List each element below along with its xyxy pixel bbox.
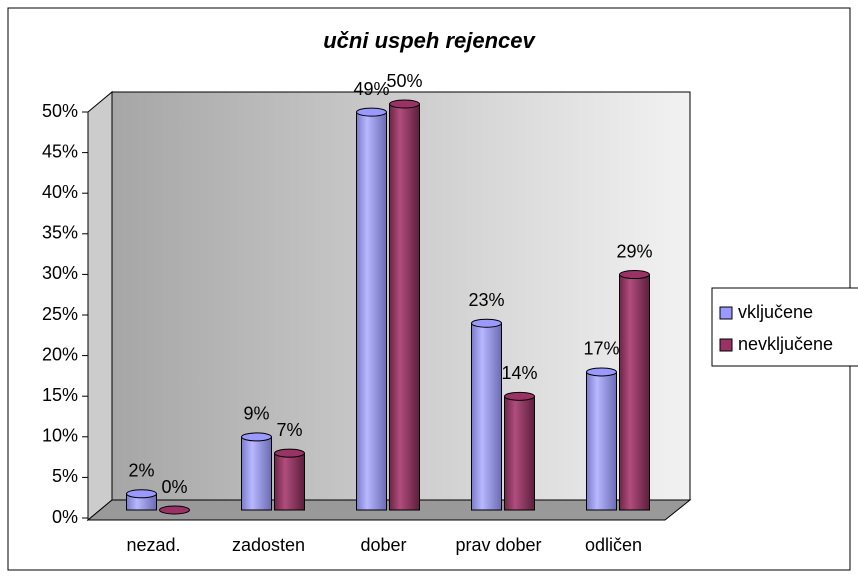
- value-label: 49%: [353, 79, 389, 99]
- value-label: 7%: [276, 420, 302, 440]
- y-tick-label: 50%: [42, 101, 78, 121]
- legend-swatch: [719, 338, 733, 352]
- value-label: 9%: [243, 404, 269, 424]
- bar: [356, 111, 387, 511]
- bar: [471, 322, 502, 511]
- side-wall: [87, 90, 113, 522]
- value-label: 14%: [501, 363, 537, 383]
- y-tick-label: 5%: [52, 466, 78, 486]
- legend-label: nevključene: [738, 334, 833, 354]
- y-tick-label: 30%: [42, 263, 78, 283]
- bar-top: [241, 432, 272, 442]
- y-tick-label: 0%: [52, 507, 78, 527]
- value-label: 0%: [161, 477, 187, 497]
- y-tick-label: 40%: [42, 182, 78, 202]
- legend-label: vključene: [738, 302, 813, 322]
- bar: [504, 395, 535, 511]
- bar: [241, 436, 272, 511]
- bar: [274, 452, 305, 511]
- value-label: 29%: [616, 241, 652, 261]
- x-tick-label: prav dober: [455, 535, 541, 555]
- bar: [389, 103, 420, 511]
- y-tick-label: 15%: [42, 385, 78, 405]
- legend-box: [711, 287, 858, 367]
- bar-top: [389, 99, 420, 109]
- x-tick-label: dober: [360, 535, 406, 555]
- value-label: 23%: [468, 290, 504, 310]
- y-tick-label: 25%: [42, 304, 78, 324]
- x-tick-label: zadosten: [232, 535, 305, 555]
- bar-top: [586, 367, 617, 377]
- bar-top: [471, 318, 502, 328]
- y-tick-label: 45%: [42, 141, 78, 161]
- y-tick-label: 35%: [42, 223, 78, 243]
- value-label: 17%: [583, 339, 619, 359]
- bar-top: [126, 489, 157, 499]
- bar: [619, 274, 650, 511]
- y-tick-label: 10%: [42, 426, 78, 446]
- bar-top: [356, 107, 387, 117]
- legend-swatch: [719, 306, 733, 320]
- value-label: 50%: [386, 71, 422, 91]
- bar-top: [274, 448, 305, 458]
- bar: [586, 371, 617, 511]
- x-tick-label: odličen: [585, 535, 642, 555]
- bar-top: [504, 391, 535, 401]
- value-label: 2%: [128, 461, 154, 481]
- y-tick-label: 20%: [42, 344, 78, 364]
- bar-top: [159, 505, 190, 515]
- bar-top: [619, 270, 650, 280]
- x-tick-label: nezad.: [126, 535, 180, 555]
- chart-title: učni uspeh rejencev: [323, 28, 536, 53]
